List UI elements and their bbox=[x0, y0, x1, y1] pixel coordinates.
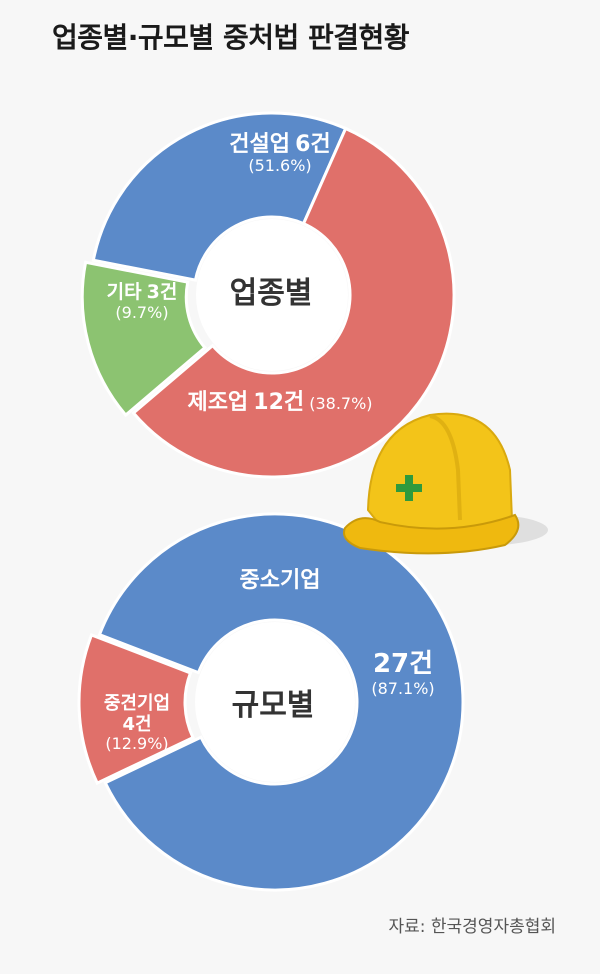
series-percent: (9.7%) bbox=[115, 302, 169, 322]
series-percent: (12.9%) bbox=[105, 734, 169, 754]
donut-hole bbox=[196, 219, 348, 371]
size-donut-chart bbox=[77, 512, 465, 892]
series-count: 27건 bbox=[372, 649, 434, 679]
series-count: 6건 bbox=[295, 132, 331, 157]
donut-slice-기타 bbox=[80, 260, 208, 418]
series-name: 기타 bbox=[106, 281, 142, 303]
center-label-size: 규모별 bbox=[231, 688, 315, 723]
donut-slice-건설업 bbox=[91, 111, 348, 282]
label-midsize: 중견기업 4건 (12.9%) bbox=[84, 693, 190, 754]
label-sme: 중소기업 bbox=[205, 568, 355, 593]
donut-hole bbox=[195, 622, 355, 782]
label-construction: 건설업 6건 (51.6%) bbox=[205, 132, 355, 176]
series-name: 건설업 bbox=[229, 132, 291, 157]
donut-slice-중견기업 bbox=[77, 632, 195, 786]
page-title: 업종별·규모별 중처법 판결현황 bbox=[52, 21, 410, 54]
donut-slice-중소기업 bbox=[97, 512, 465, 892]
label-manufacturing: 제조업 12건 (38.7%) bbox=[150, 390, 410, 415]
series-percent: (87.1%) bbox=[371, 678, 435, 698]
source-note: 자료: 한국경영자총협회 bbox=[388, 917, 556, 937]
series-count: 3건 bbox=[146, 281, 178, 303]
label-sme-count: 27건 (87.1%) bbox=[348, 649, 458, 698]
series-name: 제조업 bbox=[187, 390, 249, 415]
series-percent: (51.6%) bbox=[248, 156, 312, 176]
center-label-industry: 업종별 bbox=[229, 276, 313, 311]
label-other: 기타 3건 (9.7%) bbox=[90, 281, 194, 322]
hard-hat-icon bbox=[343, 412, 548, 555]
series-count: 12건 bbox=[253, 390, 305, 415]
series-percent: (38.7%) bbox=[309, 394, 373, 413]
donut-slice-제조업 bbox=[131, 126, 456, 479]
series-name: 중견기업 bbox=[103, 693, 171, 714]
series-name: 중소기업 bbox=[239, 568, 321, 593]
series-count: 4건 bbox=[122, 713, 152, 735]
industry-donut-chart bbox=[80, 111, 456, 479]
